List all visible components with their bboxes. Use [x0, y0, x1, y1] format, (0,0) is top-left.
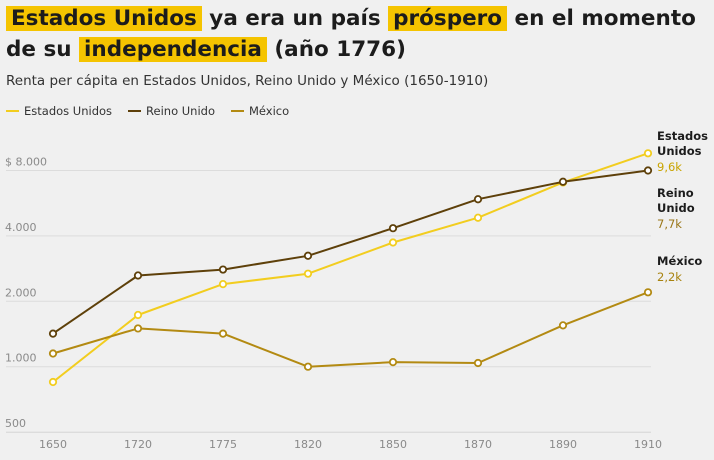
series-line-reino-unido	[52, 169, 649, 335]
x-tick-label-1820: 1820	[294, 438, 322, 451]
x-tick-label-1650: 1650	[39, 438, 67, 451]
point-reino-unido-1820	[303, 251, 313, 260]
point-mexico-1870	[473, 358, 483, 368]
end-label-name-mexico-0: México	[657, 254, 702, 268]
series-reino-unido	[48, 166, 653, 338]
series-lines	[48, 149, 653, 387]
end-label-name-estados-unidos-1: Unidos	[657, 144, 702, 158]
chart-subtitle: Renta per cápita en Estados Unidos, Rein…	[6, 73, 489, 89]
y-tick-label-4000: 4.000	[5, 221, 37, 234]
legend-label-reino-unido: Reino Unido	[146, 104, 215, 118]
title-highlight-prospero: próspero	[388, 6, 508, 31]
series-estados-unidos	[48, 149, 653, 387]
point-mexico-1850	[388, 357, 398, 367]
point-reino-unido-1870	[473, 195, 483, 204]
point-mexico-1775	[218, 329, 228, 338]
x-tick-label-1850: 1850	[379, 438, 407, 451]
x-tick-label-1870: 1870	[464, 438, 492, 451]
title-text-1: ya era un país	[201, 6, 389, 31]
legend-item-estados-unidos: Estados Unidos	[6, 104, 112, 118]
end-label-name-reino-unido-0: Reino	[657, 186, 694, 200]
point-reino-unido-1850	[388, 224, 398, 233]
point-estados-unidos-1870	[473, 213, 483, 222]
legend-item-reino-unido: Reino Unido	[128, 104, 215, 118]
point-estados-unidos-1720	[133, 310, 143, 320]
title-highlight-estados-unidos: Estados Unidos	[6, 6, 202, 31]
end-label-value-mexico: 2,2k	[657, 270, 682, 284]
legend-label-estados-unidos: Estados Unidos	[24, 104, 113, 118]
series-line-estados-unidos	[52, 152, 649, 383]
x-tick-label-1910: 1910	[634, 438, 662, 451]
x-tick-label-1890: 1890	[549, 438, 577, 451]
point-estados-unidos-1910	[643, 149, 653, 158]
chart-title: Estados Unidos ya era un país próspero e…	[6, 3, 706, 65]
point-mexico-1820	[303, 362, 313, 371]
legend-swatch-estados-unidos	[6, 110, 19, 112]
x-axis-ticks: 1650 1720 1775 1820 1850 1870 1890 1910	[39, 438, 662, 451]
point-mexico-1720	[133, 324, 143, 333]
title-text-2: en el momento de su	[6, 6, 696, 62]
legend-swatch-reino-unido	[128, 110, 142, 112]
point-mexico-1910	[643, 288, 653, 297]
title-highlight-independencia: independencia	[79, 37, 267, 62]
title-text-3: (año 1776)	[266, 37, 406, 62]
y-tick-label-500: 500	[5, 417, 26, 430]
legend-label-mexico: México	[249, 104, 290, 118]
end-label-name-reino-unido-1: Unido	[657, 201, 695, 215]
legend-item-mexico: México	[231, 104, 289, 118]
point-estados-unidos-1650	[48, 377, 58, 387]
y-tick-label-1000: 1.000	[5, 352, 37, 365]
x-tick-label-1720: 1720	[124, 438, 152, 451]
point-mexico-1890	[558, 321, 568, 330]
point-reino-unido-1650	[48, 329, 58, 338]
point-estados-unidos-1850	[388, 238, 398, 247]
grid-lines	[6, 170, 651, 433]
series-line-mexico	[52, 291, 649, 368]
point-reino-unido-1890	[558, 177, 568, 186]
end-label-value-estados-unidos: 9,6k	[657, 160, 682, 174]
legend-swatch-mexico	[231, 110, 244, 112]
end-label-value-reino-unido: 7,7k	[657, 217, 682, 231]
point-reino-unido-1910	[643, 166, 653, 175]
y-tick-label-2000: 2.000	[5, 286, 37, 299]
x-tick-label-1775: 1775	[209, 438, 237, 451]
y-tick-label-8000: $ 8.000	[5, 156, 47, 169]
point-mexico-1650	[48, 349, 58, 358]
y-axis-ticks: 500 1.000 2.000 4.000 $ 8.000	[5, 156, 47, 431]
point-estados-unidos-1775	[218, 279, 228, 289]
point-reino-unido-1720	[133, 271, 143, 280]
series-mexico	[48, 288, 653, 371]
point-reino-unido-1775	[218, 265, 228, 274]
end-label-name-estados-unidos-0: Estados	[657, 129, 708, 143]
point-estados-unidos-1820	[303, 269, 313, 278]
chart-legend: Estados Unidos Reino Unido México	[6, 104, 305, 118]
